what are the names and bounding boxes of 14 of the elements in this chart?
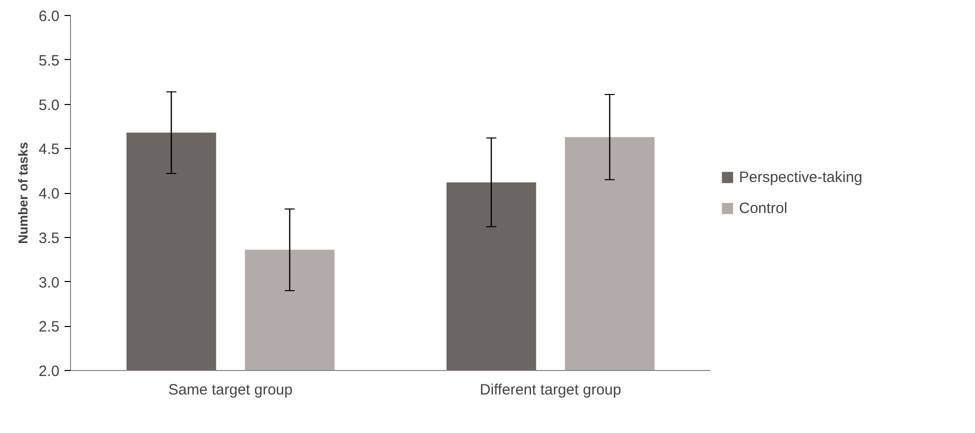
y-axis-title: Number of tasks (16, 142, 31, 244)
y-tick-label: 4.5 (38, 141, 60, 158)
y-tick-label: 3.5 (38, 230, 60, 247)
y-tick-label: 5.0 (38, 96, 60, 114)
y-tick-label: 6.0 (38, 8, 60, 25)
x-tick-label: Different target group (480, 382, 622, 398)
legend-label: Perspective-taking (739, 168, 862, 186)
y-tick-label: 5.5 (38, 52, 60, 70)
y-tick-label: 2.5 (38, 318, 60, 336)
legend-label: Control (739, 200, 788, 216)
y-tick-label: 4.0 (38, 186, 60, 202)
y-tick-label: 2.0 (38, 363, 60, 380)
x-tick-label: Same target group (168, 382, 293, 398)
y-tick-label: 3.0 (38, 274, 60, 292)
